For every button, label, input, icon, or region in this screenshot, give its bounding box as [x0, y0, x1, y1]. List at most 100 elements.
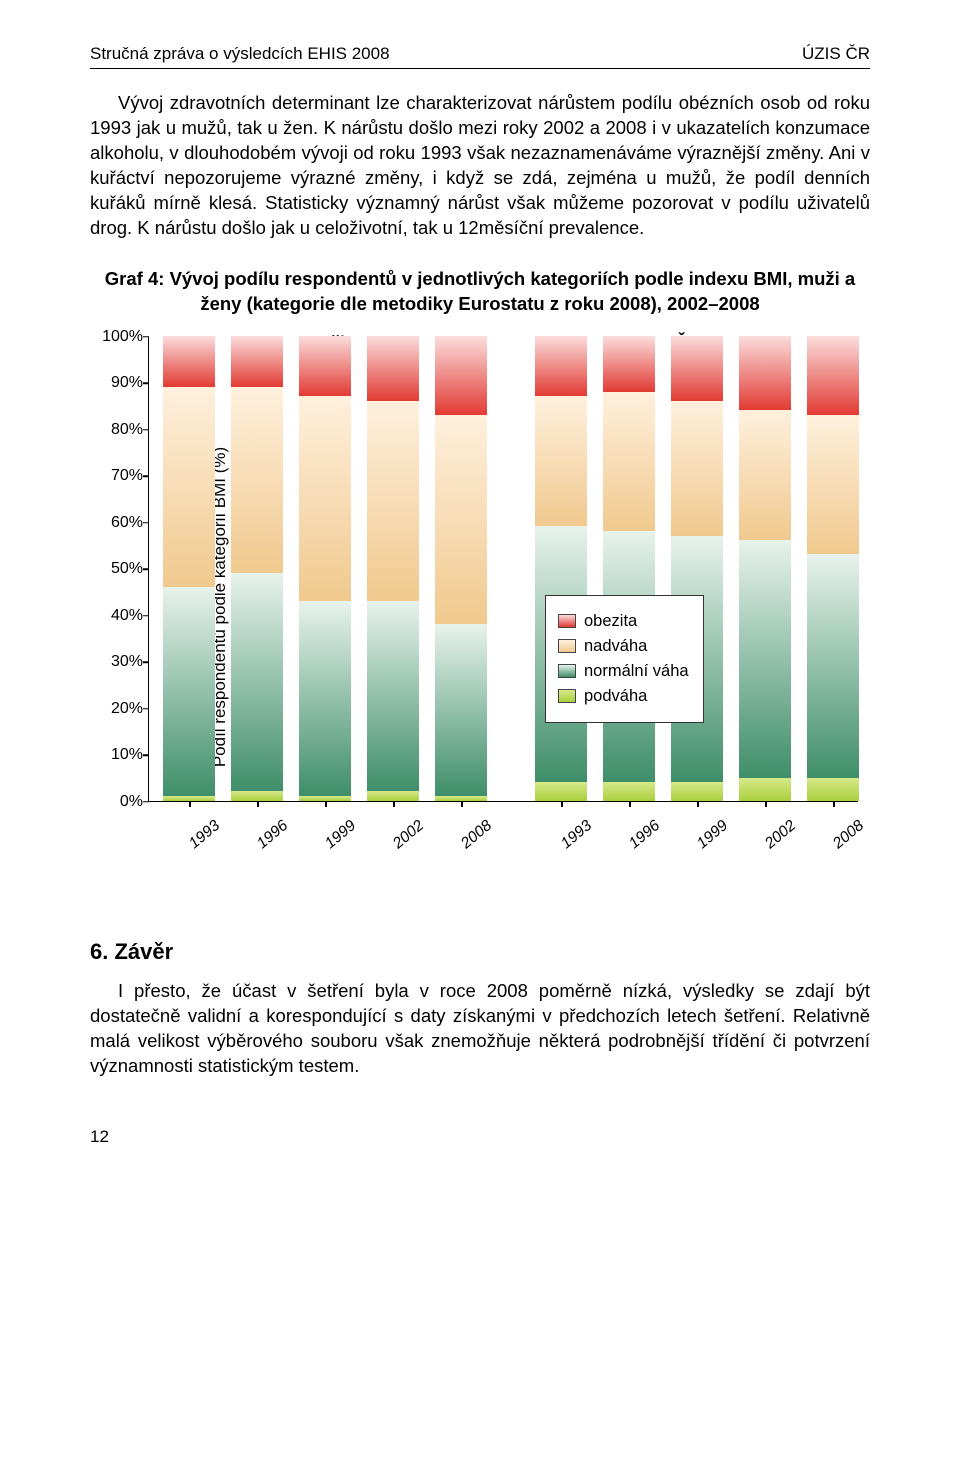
y-tick-mark — [143, 615, 149, 617]
y-tick-label: 30% — [99, 653, 143, 671]
chart-bar-segment-obezita — [367, 336, 419, 401]
chart-bar-segment-normalni — [299, 601, 351, 796]
y-tick-label: 20% — [99, 700, 143, 718]
chart-container: Podíl respondentů podle kategorií BMI (%… — [90, 327, 870, 887]
x-tick-mark — [393, 801, 395, 807]
chart-bar-segment-obezita — [603, 336, 655, 392]
chart-bar-segment-podvaha — [739, 778, 791, 801]
chart-bar-segment-normalni — [435, 624, 487, 796]
chart-bar — [739, 336, 791, 801]
x-tick-mark — [629, 801, 631, 807]
chart-bar-segment-obezita — [671, 336, 723, 401]
chart-bar-segment-nadvaha — [603, 392, 655, 532]
y-tick-mark — [143, 383, 149, 385]
legend-swatch — [558, 689, 576, 703]
x-tick-mark — [461, 801, 463, 807]
chart-bar-segment-podvaha — [807, 778, 859, 801]
header-right: ÚZIS ČR — [802, 44, 870, 64]
section-title: Závěr — [114, 939, 173, 964]
paragraph-2: I přesto, že účast v šetření byla v roce… — [90, 979, 870, 1079]
chart-bar-segment-normalni — [807, 554, 859, 777]
chart-bar-segment-normalni — [367, 601, 419, 792]
legend-item: nadváha — [558, 637, 689, 656]
x-tick-label: 1996 — [254, 817, 292, 853]
chart-bar-segment-podvaha — [535, 782, 587, 801]
header-rule — [90, 68, 870, 69]
y-tick-label: 60% — [99, 514, 143, 532]
legend-label: podváha — [584, 687, 647, 706]
header-left: Stručná zpráva o výsledcích EHIS 2008 — [90, 44, 390, 64]
chart-title: Graf 4: Vývoj podílu respondentů v jedno… — [90, 267, 870, 317]
chart-legend: obezita nadváha normální váha podváha — [545, 595, 704, 723]
chart-bar-segment-normalni — [163, 587, 215, 796]
chart-bar-segment-nadvaha — [231, 387, 283, 573]
chart-bar-segment-obezita — [739, 336, 791, 410]
x-tick-label: 2008 — [458, 817, 496, 853]
x-tick-label: 2008 — [830, 817, 868, 853]
chart-bar — [299, 336, 351, 801]
section-heading: 6. Závěr — [90, 939, 870, 965]
y-tick-mark — [143, 476, 149, 478]
chart-bar-segment-obezita — [299, 336, 351, 396]
x-tick-mark — [561, 801, 563, 807]
chart-bar-segment-obezita — [163, 336, 215, 387]
chart-bar-segment-nadvaha — [807, 415, 859, 555]
x-tick-mark — [325, 801, 327, 807]
x-tick-label: 1993 — [186, 817, 224, 853]
y-tick-label: 70% — [99, 467, 143, 485]
legend-swatch — [558, 614, 576, 628]
y-tick-mark — [143, 336, 149, 338]
y-tick-label: 80% — [99, 421, 143, 439]
chart-bar-segment-nadvaha — [299, 396, 351, 601]
y-tick-mark — [143, 801, 149, 803]
y-tick-mark — [143, 662, 149, 664]
x-tick-label: 1993 — [558, 817, 596, 853]
y-tick-mark — [143, 755, 149, 757]
chart-bar — [231, 336, 283, 801]
chart-bar — [435, 336, 487, 801]
chart-bar-segment-podvaha — [671, 782, 723, 801]
chart-bar — [603, 336, 655, 801]
y-tick-mark — [143, 708, 149, 710]
chart-bar-segment-nadvaha — [739, 410, 791, 540]
y-tick-label: 40% — [99, 607, 143, 625]
x-tick-label: 2002 — [762, 817, 800, 853]
chart-bar-segment-nadvaha — [163, 387, 215, 587]
x-tick-mark — [697, 801, 699, 807]
chart-bar — [163, 336, 215, 801]
legend-item: obezita — [558, 612, 689, 631]
chart-bar-segment-podvaha — [231, 791, 283, 800]
chart-plot-area: 0%10%20%30%40%50%60%70%80%90%100%Muži199… — [148, 337, 858, 802]
chart-bar — [367, 336, 419, 801]
legend-item: podváha — [558, 687, 689, 706]
chart-bar-segment-obezita — [807, 336, 859, 415]
legend-label: normální váha — [584, 662, 689, 681]
chart-bar-segment-nadvaha — [367, 401, 419, 601]
y-tick-label: 90% — [99, 374, 143, 392]
y-tick-label: 0% — [99, 793, 143, 811]
x-tick-label: 1999 — [694, 817, 732, 853]
y-tick-mark — [143, 569, 149, 571]
chart-bar-segment-nadvaha — [671, 401, 723, 536]
x-tick-label: 1999 — [322, 817, 360, 853]
chart-bar-segment-podvaha — [367, 791, 419, 800]
y-tick-label: 10% — [99, 746, 143, 764]
page-number: 12 — [90, 1127, 870, 1147]
x-tick-label: 2002 — [390, 817, 428, 853]
x-tick-mark — [833, 801, 835, 807]
legend-swatch — [558, 664, 576, 678]
y-tick-mark — [143, 522, 149, 524]
legend-label: obezita — [584, 612, 637, 631]
x-tick-mark — [257, 801, 259, 807]
chart-bar-segment-podvaha — [603, 782, 655, 801]
legend-swatch — [558, 639, 576, 653]
chart-bar-segment-nadvaha — [535, 396, 587, 526]
chart-bar-segment-obezita — [535, 336, 587, 396]
chart-bar-segment-normalni — [231, 573, 283, 792]
legend-item: normální váha — [558, 662, 689, 681]
section-number: 6. — [90, 939, 108, 964]
x-tick-mark — [765, 801, 767, 807]
y-tick-label: 100% — [99, 328, 143, 346]
paragraph-1: Vývoj zdravotních determinant lze charak… — [90, 91, 870, 241]
chart-bar-segment-obezita — [435, 336, 487, 415]
